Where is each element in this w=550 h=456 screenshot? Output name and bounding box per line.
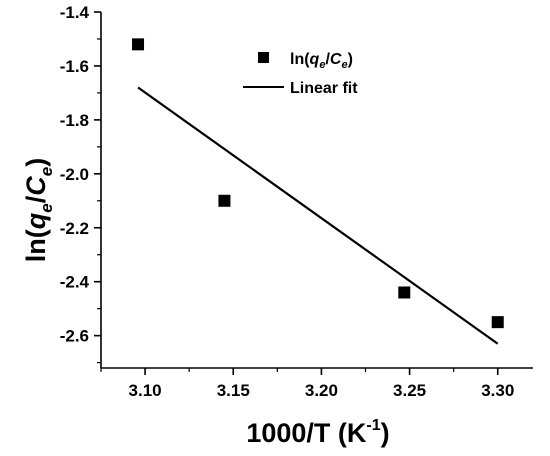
tick-marks: 3.10 3.15 3.20 3.25 3.30 -1.4 -1.6 -1.8 -2.0 -2.2… (60, 3, 515, 400)
y-tick-label: -1.8 (60, 111, 89, 130)
x-axis-title-main: 1000/T (K (246, 418, 367, 448)
y-axis-title-prefix: ln( (21, 229, 51, 262)
y-tick-label: -2.4 (60, 273, 90, 292)
legend-scatter-q-subscript: e (319, 59, 325, 71)
data-marks (132, 38, 504, 345)
x-tick-label: 3.20 (305, 381, 338, 400)
data-point-square (398, 286, 411, 299)
legend-line-label: Linear fit (290, 80, 358, 97)
y-tick-label: -1.4 (60, 3, 90, 22)
x-axis-title: 1000/T (K-1) (246, 417, 389, 448)
y-axis-title-suffix: ) (21, 158, 51, 167)
y-axis-title-c-subscript: e (37, 167, 56, 176)
legend-scatter-suffix: ) (348, 51, 353, 68)
legend-scatter-marker (258, 52, 269, 63)
y-axis-title-q: q (21, 212, 51, 229)
legend-scatter-slash: / (325, 51, 330, 68)
data-point-square (218, 194, 231, 207)
legend-scatter-prefix: ln( (290, 51, 310, 68)
y-tick-label: -1.6 (60, 57, 89, 76)
data-point-square (491, 316, 504, 329)
x-tick-label: 3.10 (129, 381, 162, 400)
y-tick-label: -2.2 (60, 219, 89, 238)
legend-scatter-q: q (310, 51, 320, 68)
y-axis-title: ln(qe/Ce) (21, 158, 56, 262)
x-axis-title-tail: ) (381, 418, 390, 448)
y-tick-label: -2.0 (60, 165, 89, 184)
y-axis-title-c: C (21, 176, 51, 196)
legend: ln(qe/Ce) Linear fit (243, 51, 358, 97)
x-tick-label: 3.25 (393, 381, 426, 400)
legend-scatter-c-subscript: e (341, 59, 347, 71)
x-axis-title-superscript: -1 (366, 417, 380, 434)
linear-fit-line (137, 86, 499, 345)
y-axis-title-q-subscript: e (37, 203, 56, 212)
x-tick-label: 3.15 (217, 381, 250, 400)
y-tick-label: -2.6 (60, 327, 89, 346)
data-point-square (132, 38, 145, 51)
legend-scatter-c: C (330, 51, 342, 68)
legend-scatter-label: ln(qe/Ce) (290, 51, 353, 71)
x-tick-label: 3.30 (481, 381, 514, 400)
y-axis-title-slash: / (21, 195, 51, 203)
